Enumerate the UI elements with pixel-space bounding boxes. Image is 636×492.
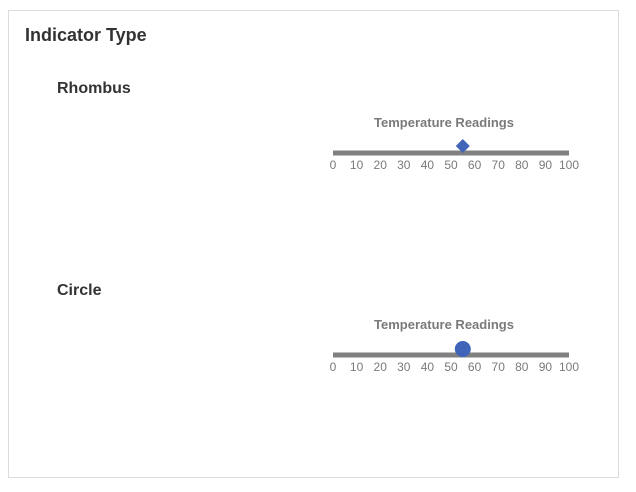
gauge-svg: 0 10 20 30 40 50 60 70 80 90 100 — [330, 139, 579, 172]
gauge-svg: 0 10 20 30 40 50 60 70 80 90 100 — [330, 341, 579, 374]
tick-label: 20 — [374, 360, 388, 374]
gauge-title: Temperature Readings — [374, 115, 514, 130]
rhombus-indicator — [455, 139, 470, 153]
tick-label: 60 — [468, 360, 482, 374]
tick-label: 100 — [559, 360, 579, 374]
tick-label: 0 — [330, 360, 337, 374]
tick-label: 60 — [468, 158, 482, 172]
tick-label: 80 — [515, 360, 529, 374]
tick-label: 30 — [397, 158, 411, 172]
tick-label: 100 — [559, 158, 579, 172]
panel-title: Indicator Type — [25, 25, 147, 45]
tick-label: 40 — [421, 360, 435, 374]
section-title-rhombus: Rhombus — [57, 80, 131, 97]
tick-label: 10 — [350, 158, 364, 172]
tick-label: 70 — [492, 360, 506, 374]
tick-label: 30 — [397, 360, 411, 374]
tick-label: 20 — [374, 158, 388, 172]
linear-gauge-rhombus: Temperature Readings 0 10 20 30 40 50 60 70 80 90… — [309, 115, 589, 185]
tick-label: 80 — [515, 158, 529, 172]
tick-label: 0 — [330, 158, 337, 172]
linear-gauge-circle: Temperature Readings 0 10 20 30 40 50 60 70 80 90… — [309, 317, 589, 387]
circle-indicator — [454, 341, 471, 357]
tick-label: 90 — [539, 158, 553, 172]
tick-label: 50 — [444, 360, 458, 374]
gauge-title: Temperature Readings — [374, 317, 514, 332]
indicator-type-panel: Indicator Type Rhombus Temperature Readi… — [8, 10, 619, 478]
tick-label: 90 — [539, 360, 553, 374]
tick-label: 10 — [350, 360, 364, 374]
tick-label: 70 — [492, 158, 506, 172]
tick-label: 40 — [421, 158, 435, 172]
section-title-circle: Circle — [57, 282, 102, 299]
tick-label: 50 — [444, 158, 458, 172]
